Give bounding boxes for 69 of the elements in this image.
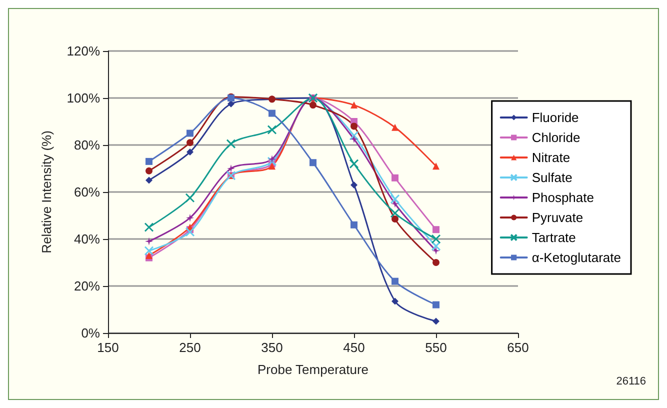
x-tick-label: 350 <box>261 340 283 355</box>
point <box>350 181 358 188</box>
point <box>267 124 277 134</box>
y-tick-label: 60% <box>74 184 100 200</box>
y-tick-label: 0% <box>81 326 100 340</box>
y-tick-label: 20% <box>74 278 100 294</box>
x-tick-label: 650 <box>507 340 529 355</box>
point <box>185 227 195 237</box>
point <box>390 194 400 204</box>
point <box>146 158 152 165</box>
legend-label: Fluoride <box>532 110 579 125</box>
point <box>432 226 440 234</box>
point <box>310 102 316 109</box>
point <box>185 193 195 203</box>
legend-label: Phosphate <box>532 190 594 205</box>
point <box>392 278 398 285</box>
point <box>186 214 194 222</box>
point <box>349 159 359 169</box>
point <box>144 222 154 232</box>
point <box>145 237 153 246</box>
y-tick-label: 80% <box>74 138 100 152</box>
point <box>267 156 277 166</box>
legend-label: Nitrate <box>532 150 570 165</box>
x-tick-label: 550 <box>425 340 447 355</box>
point <box>392 216 398 223</box>
x-tick-label: 250 <box>179 340 201 355</box>
point <box>431 234 441 244</box>
point <box>349 130 359 140</box>
point <box>350 135 358 144</box>
x-axis-title: Probe Temperature <box>257 362 369 377</box>
x-tick-label: 450 <box>343 340 365 355</box>
y-tick-label: 120% <box>66 44 100 58</box>
point <box>391 200 399 208</box>
point <box>350 122 358 130</box>
text: 26116 <box>616 376 646 388</box>
x-tick-label: 150 <box>97 340 119 355</box>
point <box>432 301 440 308</box>
point <box>432 162 440 170</box>
point <box>268 110 276 117</box>
point <box>432 259 440 266</box>
point <box>146 252 152 259</box>
point <box>432 246 440 255</box>
legend-label: Tartrate <box>532 230 576 245</box>
y-tick-label: 40% <box>74 232 100 246</box>
point <box>227 164 235 172</box>
point <box>144 246 154 256</box>
y-axis-title: Relative Intensity (%) <box>39 130 54 254</box>
point <box>350 221 358 228</box>
point <box>268 155 276 164</box>
point <box>186 148 194 156</box>
point <box>310 159 316 166</box>
point <box>226 139 236 149</box>
legend-label: Pyruvate <box>532 210 584 225</box>
legend-label: Chloride <box>532 130 580 145</box>
point <box>146 167 152 174</box>
point <box>390 208 400 218</box>
point <box>392 298 398 305</box>
point <box>186 130 194 137</box>
legend-label: α-Ketoglutarate <box>532 250 622 265</box>
y-tick-label: 100% <box>66 90 100 106</box>
legend-label: Sulfate <box>532 170 572 185</box>
point <box>146 176 152 184</box>
point <box>268 162 276 170</box>
point <box>392 124 398 131</box>
point <box>431 241 441 251</box>
point <box>350 102 358 109</box>
point <box>392 174 398 182</box>
point <box>186 139 194 146</box>
point <box>432 318 440 325</box>
